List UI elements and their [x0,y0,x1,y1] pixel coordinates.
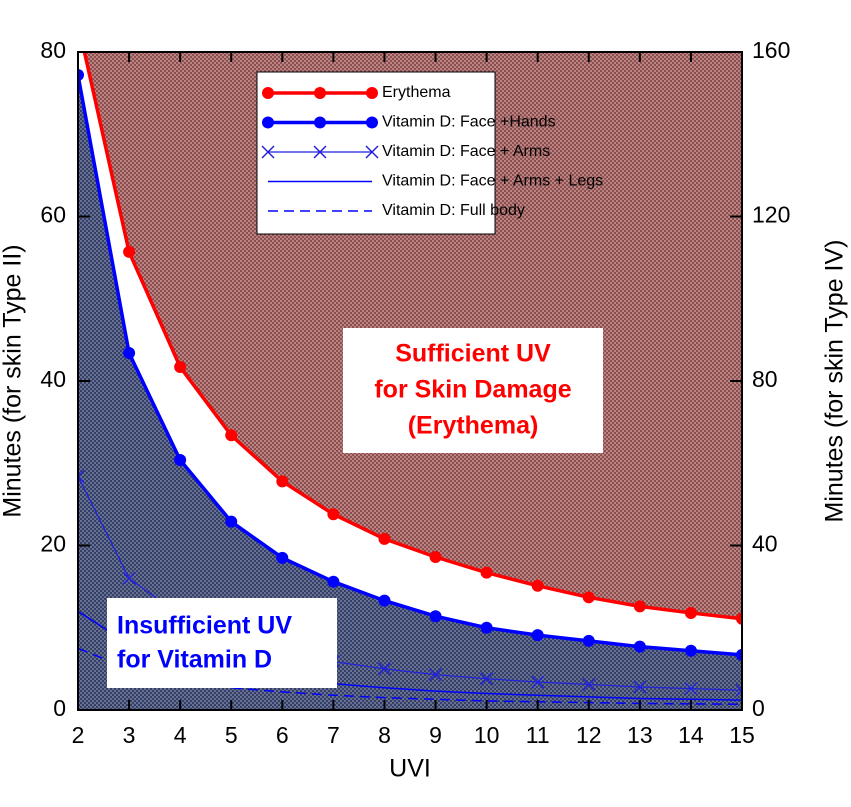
legend-label: Vitamin D: Face +Hands [382,114,556,131]
point [480,672,494,686]
y-tick-label: 40 [40,366,66,392]
y-axis-label: Minutes (for skin Type II) [0,244,27,517]
legend-label: Erythema [382,84,451,101]
annotation-box [343,328,603,453]
annotation-text: for Skin Damage [374,376,571,404]
shaded-region [78,75,742,710]
point [480,621,493,634]
legend-marker [366,116,378,129]
series-line [82,52,742,621]
point [276,551,289,564]
point [684,682,698,696]
y-tick-label: 60 [40,202,66,228]
point [123,245,136,258]
annotation-text: Sufficient UV [395,340,551,368]
point [582,591,595,604]
annotation-text: (Erythema) [408,412,539,440]
point [582,677,596,692]
x-axis-label: UVI [389,755,431,783]
point [684,606,697,619]
x-tick-label: 12 [576,722,602,748]
point [378,532,391,545]
annotation-box [107,598,337,688]
point [327,575,340,588]
point [735,683,742,697]
annotation-text: Insufficient UV [117,612,292,640]
y-tick-label: 0 [53,695,66,721]
point [327,508,340,521]
legend-marker [262,87,274,99]
x-tick-label: 3 [123,722,136,748]
legend-marker [366,87,378,99]
point [276,475,289,488]
legend-marker [314,116,326,129]
y2-tick-label: 120 [752,202,790,228]
point [378,594,391,607]
point [174,361,187,374]
x-tick-label: 7 [327,722,340,748]
x-tick-label: 10 [474,722,500,748]
point [736,612,742,625]
legend-label: Vitamin D: Face + Arms + Legs [382,173,603,190]
point [225,429,238,442]
legend-marker [365,145,379,159]
x-tick-label: 14 [678,722,704,748]
y2-tick-label: 160 [752,37,790,63]
point [480,566,493,579]
series-line [78,74,742,657]
point [72,17,84,29]
legend-marker [313,145,327,159]
point [377,662,391,676]
legend-marker [262,116,274,129]
point [429,610,442,623]
point [684,644,697,657]
legend: Erythema Vitamin D: Face +Hands Vitamin D:… [256,71,603,235]
y2-tick-label: 80 [752,366,778,392]
x-tick-label: 9 [429,722,442,748]
point [531,629,544,642]
y-tick-label: 80 [40,37,66,63]
point [429,668,443,682]
legend-label: Vitamin D: Face + Arms [382,143,550,160]
legend-marker [314,87,326,99]
point [78,469,85,483]
legend-marker [261,145,275,159]
point [122,571,136,585]
x-tick-label: 2 [72,722,85,748]
point [531,579,544,592]
y2-axis-label: Minutes (for skin Type IV) [821,240,849,523]
point [174,453,187,466]
y2-tick-label: 0 [752,695,765,721]
x-tick-label: 11 [526,722,550,748]
legend-label: Vitamin D: Full body [382,202,525,219]
x-tick-label: 8 [378,722,391,748]
x-tick-label: 15 [729,722,755,748]
x-tick-label: 4 [174,722,187,748]
point [225,515,238,528]
point [633,640,646,653]
y2-tick-label: 40 [752,531,778,557]
point [633,680,647,694]
point [633,600,646,613]
point [582,634,595,647]
point [531,675,545,689]
point [123,347,136,360]
annotation-text: for Vitamin D [117,646,272,674]
x-tick-label: 5 [225,722,238,748]
point [78,69,84,82]
legend-box [256,71,496,235]
point [736,648,742,661]
point [429,551,442,564]
x-tick-label: 13 [627,722,653,748]
y-tick-label: 20 [40,531,66,557]
x-tick-label: 6 [276,722,289,748]
